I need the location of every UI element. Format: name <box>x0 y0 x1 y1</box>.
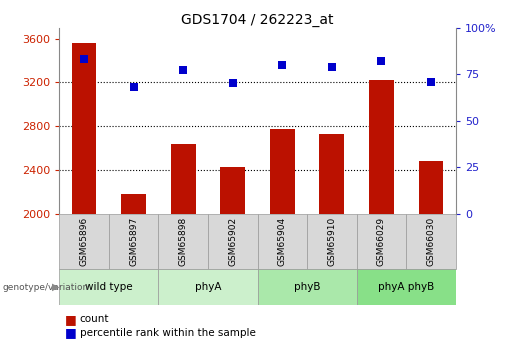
Point <box>427 79 435 85</box>
Point <box>278 62 286 68</box>
Bar <box>406 214 456 269</box>
Bar <box>72 43 96 214</box>
Text: GSM65896: GSM65896 <box>79 217 89 266</box>
Bar <box>369 80 394 214</box>
Bar <box>220 167 245 214</box>
Text: GSM65898: GSM65898 <box>179 217 187 266</box>
Bar <box>356 269 456 305</box>
Bar <box>159 269 258 305</box>
Title: GDS1704 / 262223_at: GDS1704 / 262223_at <box>181 12 334 27</box>
Bar <box>307 214 356 269</box>
Bar <box>121 194 146 214</box>
Text: count: count <box>80 314 109 324</box>
Bar <box>258 214 307 269</box>
Point <box>80 57 88 62</box>
Text: phyA phyB: phyA phyB <box>378 282 434 292</box>
Text: phyB: phyB <box>294 282 320 292</box>
Text: GSM65904: GSM65904 <box>278 217 287 266</box>
Text: phyA: phyA <box>195 282 221 292</box>
Text: genotype/variation: genotype/variation <box>3 283 89 292</box>
Text: ■: ■ <box>64 313 76 326</box>
Point <box>229 81 237 86</box>
Bar <box>159 214 208 269</box>
Bar <box>270 129 295 214</box>
Bar <box>109 214 159 269</box>
Bar <box>59 269 159 305</box>
Bar <box>208 214 258 269</box>
Text: wild type: wild type <box>85 282 132 292</box>
Text: percentile rank within the sample: percentile rank within the sample <box>80 328 256 338</box>
Bar <box>419 161 443 214</box>
Text: GSM65910: GSM65910 <box>328 217 336 266</box>
Bar <box>59 214 109 269</box>
Text: ■: ■ <box>64 326 76 339</box>
Point <box>328 64 336 69</box>
Bar <box>258 269 356 305</box>
Text: ▶: ▶ <box>52 282 59 292</box>
Point <box>129 85 138 90</box>
Text: GSM65897: GSM65897 <box>129 217 138 266</box>
Bar <box>356 214 406 269</box>
Point <box>377 58 386 64</box>
Bar <box>171 144 196 214</box>
Text: GSM66030: GSM66030 <box>426 217 436 266</box>
Text: GSM65902: GSM65902 <box>228 217 237 266</box>
Text: GSM66029: GSM66029 <box>377 217 386 266</box>
Point <box>179 68 187 73</box>
Bar <box>319 134 344 214</box>
